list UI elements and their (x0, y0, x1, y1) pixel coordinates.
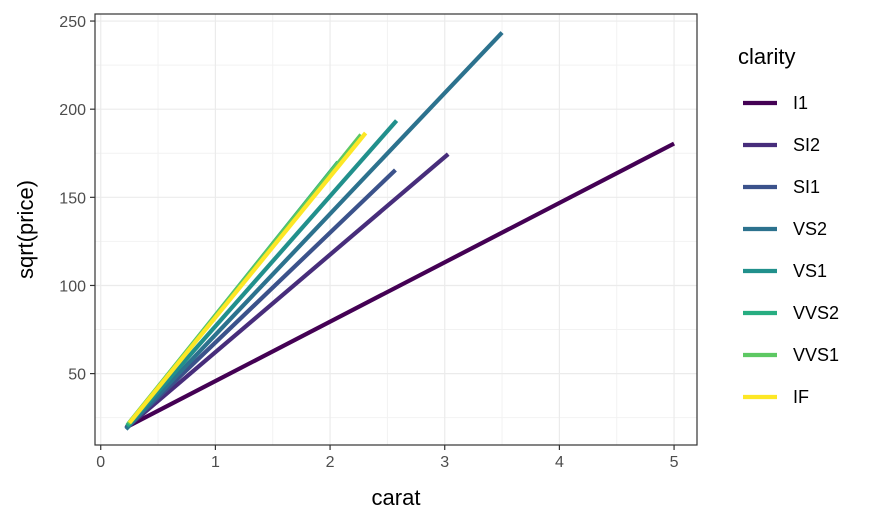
y-tick-label: 150 (59, 190, 86, 207)
x-tick-label: 2 (326, 454, 335, 471)
legend-items: I1 SI2 SI1 VS2 VS1 VVS2 VVS1 IF (743, 93, 839, 407)
panel-border (94, 13, 698, 446)
series-line-si2 (124, 152, 450, 430)
series-line-i1 (124, 141, 676, 430)
legend-label-if: IF (793, 387, 809, 407)
x-tick-label: 0 (96, 454, 105, 471)
series-line-vs2 (124, 31, 504, 431)
legend-label-vs2: VS2 (793, 219, 827, 239)
legend-label-si2: SI2 (793, 135, 820, 155)
x-tick-label: 4 (555, 454, 564, 471)
legend-label-vvs1: VVS1 (793, 345, 839, 365)
y-tick-label: 200 (59, 102, 86, 119)
legend-label-i1: I1 (793, 93, 808, 113)
legend-label-vvs2: VVS2 (793, 303, 839, 323)
x-tick-label: 1 (211, 454, 220, 471)
x-axis: 0 1 2 3 4 5 (96, 445, 679, 471)
y-tick-label: 100 (59, 278, 86, 295)
x-axis-title: carat (372, 485, 421, 510)
legend: clarity I1 SI2 SI1 VS2 VS1 VVS2 VVS1 IF (738, 44, 839, 407)
x-tick-label: 3 (440, 454, 449, 471)
x-tick-label: 5 (670, 454, 679, 471)
legend-label-vs1: VS1 (793, 261, 827, 281)
series-line-vs1 (125, 119, 399, 428)
legend-title: clarity (738, 44, 795, 69)
y-tick-label: 250 (59, 14, 86, 31)
y-axis-title: sqrt(price) (13, 180, 38, 279)
y-axis: 50 100 150 200 250 (59, 14, 95, 384)
legend-label-si1: SI1 (793, 177, 820, 197)
series-lines (124, 31, 676, 431)
plot-panel (94, 13, 698, 446)
series-line-if (127, 131, 368, 425)
series-line-si1 (124, 168, 397, 430)
y-tick-label: 50 (68, 367, 86, 384)
